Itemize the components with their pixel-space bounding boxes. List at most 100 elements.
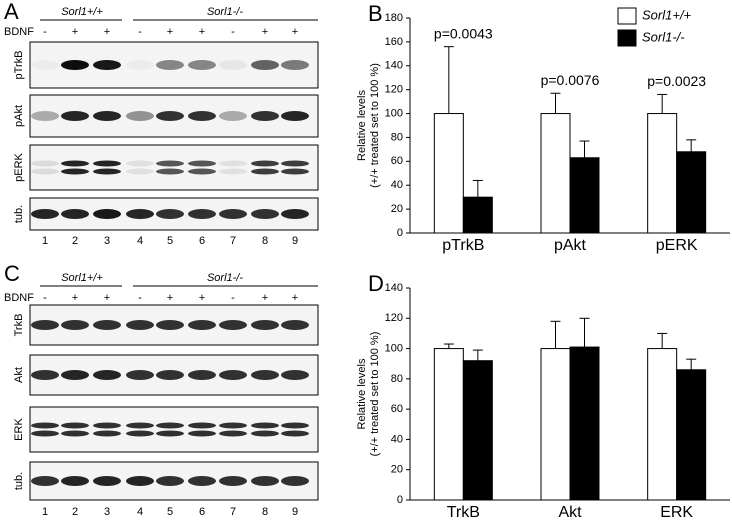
blot-band [156, 111, 184, 121]
blot-band [219, 422, 247, 429]
blot-band [251, 160, 279, 167]
blot-band [251, 430, 279, 437]
blot-band [188, 168, 216, 175]
treatment: + [72, 292, 78, 304]
y-tick-label: 100 [385, 342, 403, 354]
blot-band [31, 209, 59, 219]
blot-band [188, 430, 216, 437]
blot-band [219, 209, 247, 219]
lane-number: 3 [104, 506, 110, 518]
treatment: - [43, 292, 47, 304]
blot-row-label: TrkB [13, 314, 25, 337]
blot-row-label: pERK [13, 152, 25, 181]
legend-label: Sorl1-/- [642, 29, 685, 44]
bar [540, 113, 571, 234]
treatment: + [292, 26, 298, 38]
y-axis-label: Relative levels [356, 90, 368, 161]
blot-band [251, 111, 279, 121]
blot-band [126, 476, 154, 486]
blot-row-label: ERK [13, 418, 25, 441]
blot-row-label: tub. [13, 205, 25, 223]
blot-row-label: pAkt [13, 105, 25, 127]
lane-number: 7 [230, 235, 236, 247]
panel-letter: C [4, 261, 20, 286]
y-tick-label: 40 [391, 179, 403, 191]
genotype-label: Sorl1+/+ [61, 272, 103, 284]
treatment: + [167, 26, 173, 38]
blot-band [126, 160, 154, 167]
blot-band [219, 111, 247, 121]
blot-band [188, 60, 216, 70]
y-tick-label: 0 [397, 227, 403, 239]
lane-number: 6 [199, 506, 205, 518]
blot-band [126, 60, 154, 70]
p-value: p=0.0023 [647, 73, 706, 89]
blot-band [251, 168, 279, 175]
blot-band [219, 476, 247, 486]
treatment-label: BDNF [4, 26, 34, 38]
y-tick-label: 180 [385, 12, 403, 24]
blot-row-label: tub. [13, 472, 25, 490]
y-axis-label: (+/+ treated set to 100 %) [369, 63, 381, 188]
blot-band [126, 320, 154, 330]
x-tick-label: Akt [558, 504, 582, 521]
blot-strip [29, 406, 319, 453]
blot-band [219, 430, 247, 437]
blot-band [251, 422, 279, 429]
blot-band [251, 60, 279, 70]
treatment: - [138, 292, 142, 304]
blot-band [31, 111, 59, 121]
treatment: + [199, 292, 205, 304]
bar [647, 113, 678, 234]
legend-swatch [617, 29, 637, 47]
y-tick-label: 100 [385, 107, 403, 119]
lane-number: 9 [292, 235, 298, 247]
genotype-label: Sorl1+/+ [61, 6, 103, 18]
y-tick-label: 140 [385, 282, 403, 294]
bar [433, 348, 464, 501]
blot-band [219, 60, 247, 70]
blot-band [219, 160, 247, 167]
blot-band [188, 209, 216, 219]
blot-band [188, 476, 216, 486]
lane-number: 3 [104, 235, 110, 247]
blot-band [31, 168, 59, 175]
lane-number: 2 [72, 235, 78, 247]
lane-number: 1 [42, 506, 48, 518]
blot-band [188, 422, 216, 429]
blot-band [61, 209, 89, 219]
lane-number: 5 [167, 235, 173, 247]
bar [676, 369, 707, 501]
x-tick-label: TrkB [447, 504, 480, 521]
x-tick-label: pERK [656, 237, 698, 254]
blot-band [156, 422, 184, 429]
treatment: - [231, 292, 235, 304]
bar [676, 151, 707, 234]
blot-strip [29, 144, 319, 191]
x-tick-label: pAkt [554, 237, 587, 254]
blot-row-label: pTrkB [13, 51, 25, 80]
blot-band [126, 422, 154, 429]
lane-number: 1 [42, 235, 48, 247]
blot-band [281, 370, 309, 380]
bar [462, 196, 493, 234]
treatment: + [104, 26, 110, 38]
y-tick-label: 60 [391, 155, 403, 167]
blot-band [31, 160, 59, 167]
panel-letter: D [368, 271, 384, 296]
blot-band [93, 370, 121, 380]
treatment: + [292, 292, 298, 304]
blot-band [61, 160, 89, 167]
blot-band [93, 430, 121, 437]
lane-number: 6 [199, 235, 205, 247]
legend-swatch [617, 7, 637, 25]
treatment: + [104, 292, 110, 304]
bar [569, 346, 600, 501]
blot-band [281, 320, 309, 330]
blot-band [251, 370, 279, 380]
blot-band [156, 209, 184, 219]
blot-band [126, 168, 154, 175]
blot-band [251, 476, 279, 486]
treatment: + [72, 26, 78, 38]
panel-letter: A [4, 0, 19, 24]
